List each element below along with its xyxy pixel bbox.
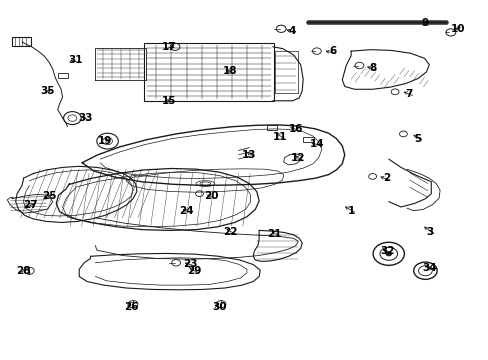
Text: 15: 15 (161, 96, 176, 106)
Bar (12, 37, 31, 46)
Text: 8: 8 (368, 63, 375, 73)
Circle shape (385, 252, 391, 256)
Bar (266, 125, 277, 130)
Text: 6: 6 (328, 46, 335, 56)
Text: 19: 19 (98, 136, 112, 146)
Text: 27: 27 (23, 200, 38, 210)
Text: 13: 13 (242, 150, 256, 160)
Text: 28: 28 (16, 266, 31, 276)
Text: 31: 31 (68, 55, 83, 66)
Text: 30: 30 (211, 302, 226, 312)
Text: 23: 23 (183, 258, 198, 269)
Text: 7: 7 (405, 89, 412, 99)
Bar (274, 51, 298, 93)
Text: 24: 24 (179, 206, 194, 216)
Text: 11: 11 (272, 132, 286, 142)
Text: 14: 14 (309, 139, 324, 149)
Text: 35: 35 (41, 86, 55, 96)
Text: 4: 4 (287, 26, 295, 36)
Text: 1: 1 (347, 206, 354, 216)
Text: 17: 17 (161, 42, 176, 52)
Text: 10: 10 (449, 24, 464, 34)
Text: 26: 26 (123, 302, 138, 312)
Text: 25: 25 (41, 191, 56, 201)
Text: 29: 29 (187, 266, 202, 276)
Text: 5: 5 (414, 134, 421, 144)
Text: 20: 20 (203, 191, 218, 201)
Text: 9: 9 (421, 18, 428, 28)
Text: 22: 22 (223, 227, 238, 237)
Text: 12: 12 (290, 153, 305, 163)
Text: 18: 18 (222, 66, 237, 76)
Text: 21: 21 (267, 229, 282, 239)
Text: 32: 32 (379, 246, 394, 256)
Text: 3: 3 (426, 227, 433, 237)
Text: 33: 33 (78, 113, 93, 123)
Bar (144, 43, 273, 101)
Bar (303, 137, 313, 142)
Text: 2: 2 (382, 173, 389, 183)
Bar (58, 73, 68, 78)
Text: 16: 16 (288, 124, 303, 134)
Text: 34: 34 (421, 263, 436, 273)
